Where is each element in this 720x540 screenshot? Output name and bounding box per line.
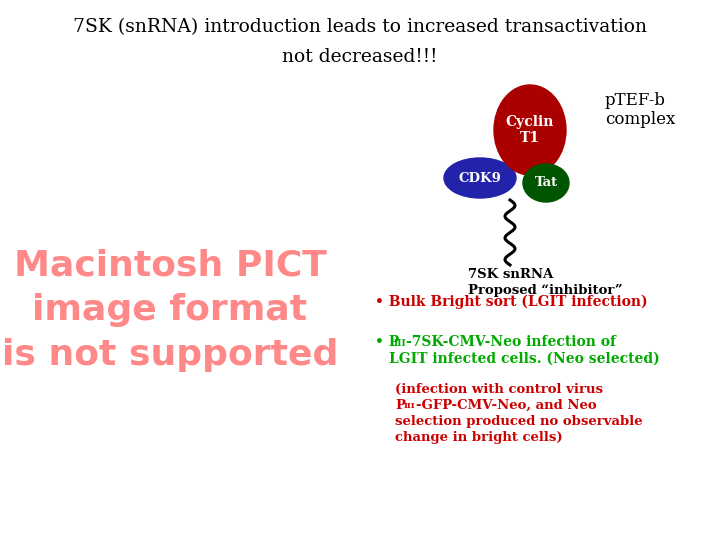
Text: not decreased!!!: not decreased!!! xyxy=(282,48,438,66)
Text: Cyclin
T1: Cyclin T1 xyxy=(506,115,554,145)
Text: P: P xyxy=(395,399,405,412)
Text: Macintosh PICT
image format
is not supported: Macintosh PICT image format is not suppo… xyxy=(2,248,338,372)
Text: 7SK snRNA: 7SK snRNA xyxy=(468,268,553,281)
Text: III: III xyxy=(404,402,415,410)
Text: -GFP-CMV-Neo, and Neo: -GFP-CMV-Neo, and Neo xyxy=(416,399,597,412)
Text: Proposed “inhibitor”: Proposed “inhibitor” xyxy=(468,284,623,297)
Text: Tat: Tat xyxy=(534,177,557,190)
Text: (infection with control virus: (infection with control virus xyxy=(395,383,603,396)
Text: -7SK-CMV-Neo infection of: -7SK-CMV-Neo infection of xyxy=(406,335,616,349)
Text: selection produced no observable: selection produced no observable xyxy=(395,415,643,428)
Text: change in bright cells): change in bright cells) xyxy=(395,431,562,444)
Text: CDK9: CDK9 xyxy=(459,172,501,185)
Text: • Bulk Bright sort (LGIT infection): • Bulk Bright sort (LGIT infection) xyxy=(375,295,647,309)
Text: LGIT infected cells. (Neo selected): LGIT infected cells. (Neo selected) xyxy=(389,352,660,366)
Text: pTEF-b
complex: pTEF-b complex xyxy=(605,92,675,129)
Ellipse shape xyxy=(523,164,569,202)
Text: • P: • P xyxy=(375,335,400,349)
Ellipse shape xyxy=(494,85,566,175)
Text: 7SK (snRNA) introduction leads to increased transactivation: 7SK (snRNA) introduction leads to increa… xyxy=(73,18,647,36)
Ellipse shape xyxy=(444,158,516,198)
Text: III: III xyxy=(394,339,407,348)
